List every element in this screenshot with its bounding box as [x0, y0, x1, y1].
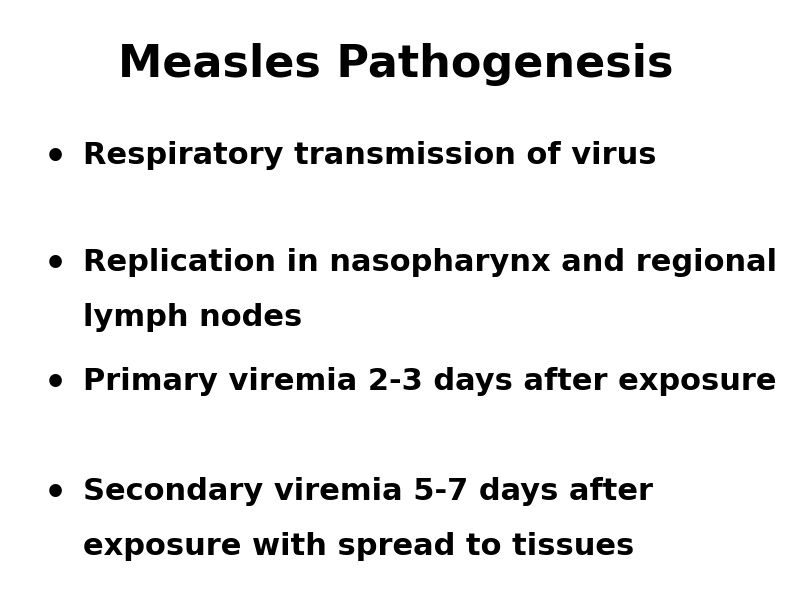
Text: lymph nodes: lymph nodes	[83, 303, 303, 332]
Text: •: •	[44, 141, 67, 175]
Text: •: •	[44, 367, 67, 401]
Text: •: •	[44, 248, 67, 282]
Text: •: •	[44, 477, 67, 512]
Text: Secondary viremia 5-7 days after: Secondary viremia 5-7 days after	[83, 477, 653, 506]
Text: Respiratory transmission of virus: Respiratory transmission of virus	[83, 141, 657, 170]
Text: exposure with spread to tissues: exposure with spread to tissues	[83, 532, 634, 561]
Text: Measles Pathogenesis: Measles Pathogenesis	[118, 43, 674, 86]
Text: Primary viremia 2-3 days after exposure: Primary viremia 2-3 days after exposure	[83, 367, 777, 396]
Text: Replication in nasopharynx and regional: Replication in nasopharynx and regional	[83, 248, 777, 277]
